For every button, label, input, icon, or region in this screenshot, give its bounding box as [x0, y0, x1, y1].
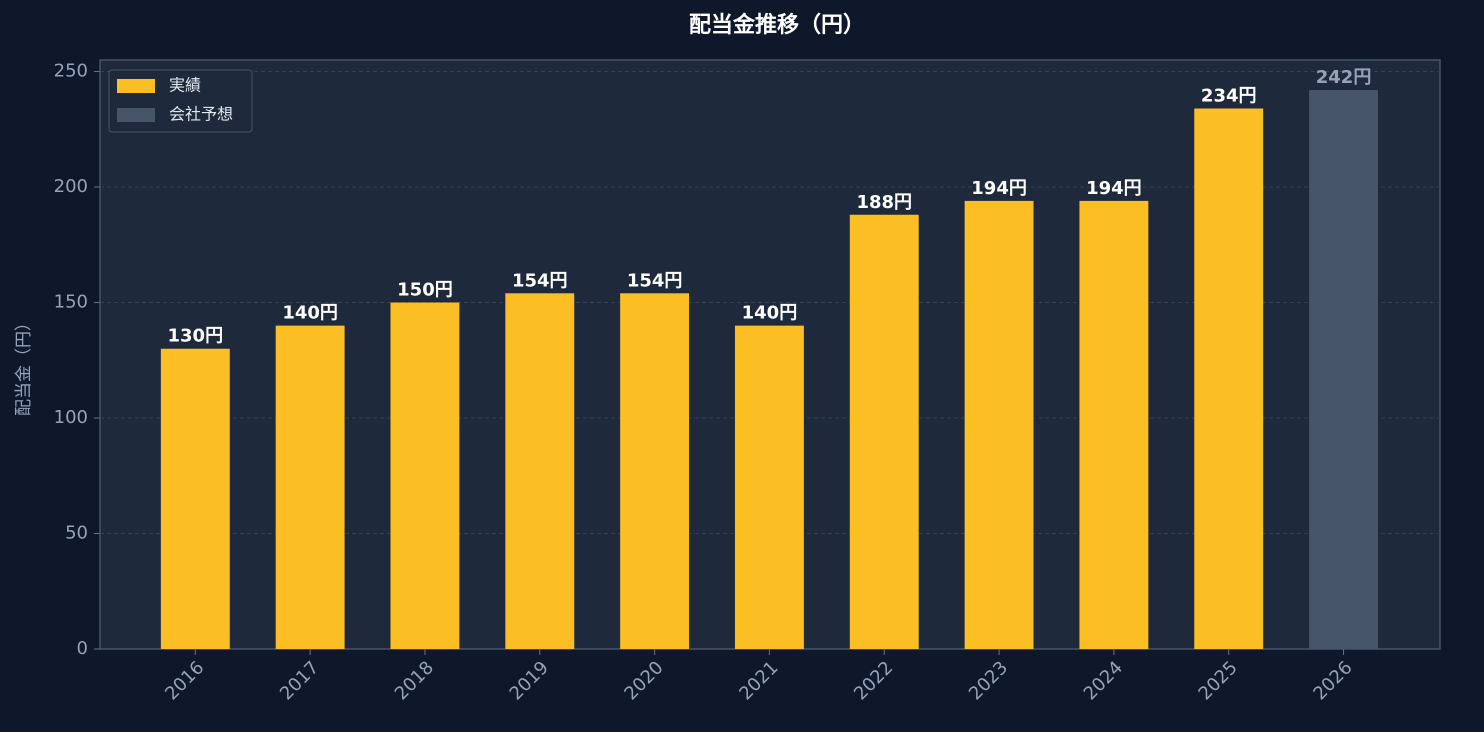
bar	[734, 325, 804, 649]
y-tick-label: 250	[54, 61, 88, 82]
y-tick-label: 0	[77, 638, 88, 659]
chart-title: 配当金推移（円）	[689, 12, 865, 38]
value-label: 234円	[1201, 86, 1257, 107]
legend-swatch	[117, 108, 155, 122]
legend-label: 実績	[169, 76, 201, 95]
x-tick-label: 2020	[620, 657, 667, 704]
legend-swatch	[117, 79, 155, 93]
x-tick-label: 2019	[506, 657, 553, 704]
value-label: 242円	[1316, 67, 1372, 88]
bar	[620, 293, 690, 649]
x-tick-label: 2023	[965, 657, 1012, 704]
legend-label: 会社予想	[169, 105, 233, 124]
x-tick-label: 2021	[735, 657, 782, 704]
bar	[275, 325, 345, 649]
y-tick-label: 200	[54, 176, 88, 197]
value-label: 140円	[742, 303, 798, 324]
bar	[964, 200, 1034, 649]
value-label: 194円	[971, 178, 1027, 199]
y-axis-label: 配当金（円）	[14, 314, 34, 416]
x-tick-label: 2026	[1309, 657, 1356, 704]
x-tick-label: 2022	[850, 657, 897, 704]
value-label: 150円	[397, 280, 453, 301]
bar	[160, 348, 230, 649]
bar	[1079, 200, 1149, 649]
bar	[1309, 90, 1378, 649]
bar	[849, 214, 919, 649]
bar	[505, 293, 575, 649]
y-tick-label: 50	[65, 523, 88, 544]
x-tick-label: 2025	[1195, 657, 1242, 704]
y-tick-label: 150	[54, 292, 88, 313]
x-tick-label: 2016	[161, 657, 208, 704]
value-label: 130円	[168, 326, 224, 347]
x-tick-label: 2024	[1080, 657, 1127, 704]
x-tick-label: 2017	[276, 657, 323, 704]
y-tick-label: 100	[54, 407, 88, 428]
value-label: 188円	[856, 192, 912, 213]
value-label: 140円	[282, 303, 338, 324]
x-tick-label: 2018	[391, 657, 438, 704]
value-label: 194円	[1086, 178, 1142, 199]
value-label: 154円	[627, 270, 683, 291]
bar	[390, 302, 460, 649]
bar	[1194, 108, 1264, 650]
value-label: 154円	[512, 270, 568, 291]
